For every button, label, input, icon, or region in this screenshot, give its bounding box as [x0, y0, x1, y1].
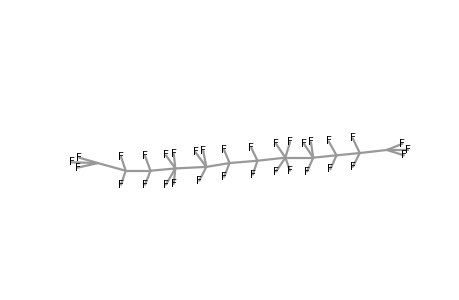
Text: F: F — [404, 145, 410, 155]
Text: F: F — [118, 180, 124, 190]
Text: F: F — [273, 167, 278, 176]
Text: F: F — [170, 179, 176, 189]
Text: F: F — [170, 149, 176, 159]
Text: F: F — [142, 180, 148, 190]
Text: F: F — [273, 139, 278, 149]
Text: F: F — [118, 152, 124, 162]
Text: F: F — [68, 157, 74, 167]
Text: F: F — [76, 153, 82, 163]
Text: F: F — [349, 162, 355, 172]
Text: F: F — [308, 137, 313, 147]
Text: F: F — [142, 151, 148, 161]
Text: F: F — [286, 137, 292, 147]
Text: F: F — [221, 145, 227, 155]
Text: F: F — [303, 167, 309, 176]
Text: F: F — [300, 139, 306, 149]
Text: F: F — [196, 176, 202, 186]
Text: F: F — [200, 146, 206, 156]
Text: F: F — [192, 147, 198, 157]
Text: F: F — [221, 172, 227, 182]
Text: F: F — [325, 136, 331, 146]
Text: F: F — [248, 143, 254, 153]
Text: F: F — [74, 163, 80, 173]
Text: F: F — [286, 166, 292, 176]
Text: F: F — [327, 164, 332, 174]
Text: F: F — [249, 169, 255, 180]
Text: F: F — [400, 150, 406, 160]
Text: F: F — [349, 134, 355, 143]
Text: F: F — [162, 180, 168, 190]
Text: F: F — [398, 139, 404, 149]
Text: F: F — [162, 150, 168, 160]
